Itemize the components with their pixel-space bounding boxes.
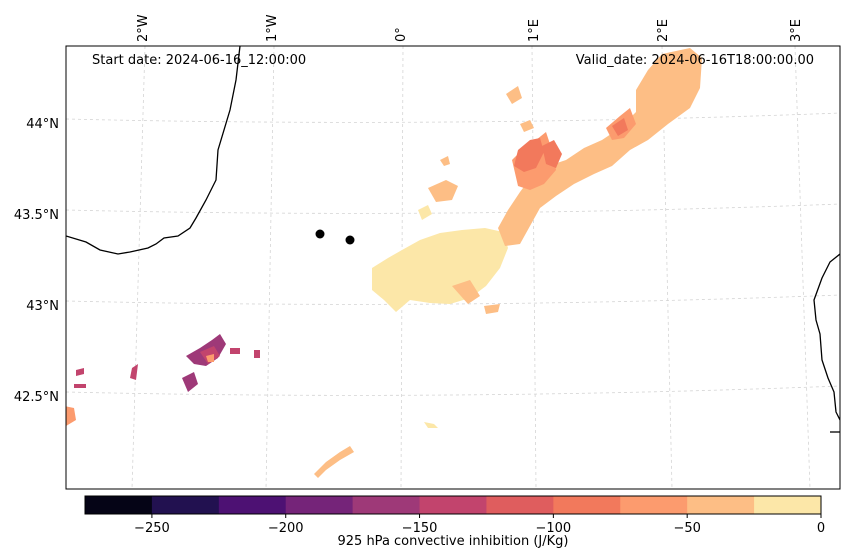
colorbar-segment (285, 496, 354, 514)
cin-area-0-25 (424, 422, 438, 428)
colorbar-tick-label: 0 (817, 521, 825, 536)
lon-label: 2°E (656, 19, 671, 42)
cin-area-125-150 (76, 368, 84, 376)
cin-area-25-50 (314, 446, 354, 478)
colorbar-segment (620, 496, 688, 514)
cin-area-75-100 (612, 118, 628, 136)
colorbar-tick-label: −100 (536, 521, 572, 536)
cin-area-125-150 (230, 348, 240, 354)
lon-label: 0° (394, 27, 409, 42)
lon-labels: 2°W 1°W 0° 1°E 2°E 3°E (136, 14, 804, 42)
colorbar-tick-label: −150 (402, 521, 438, 536)
cin-field (66, 48, 702, 478)
lat-labels: 44°N 43.5°N 43°N 42.5°N (14, 117, 59, 405)
cin-area-25-50 (452, 280, 480, 304)
lat-label: 42.5°N (14, 390, 59, 405)
colorbar-segment (553, 496, 621, 514)
lat-label: 43.5°N (14, 208, 59, 223)
colorbar: −250 −200 −150 −100 −50 0 (84, 495, 825, 536)
colorbar-segment (754, 496, 822, 514)
valid-date-label: Valid_date: 2024-06-16T18:00:00.00 (576, 53, 814, 68)
lon-label: 1°W (265, 14, 280, 42)
colorbar-border (84, 495, 822, 515)
cin-area-0-25 (418, 205, 432, 220)
lon-label: 1°E (527, 19, 542, 42)
colorbar-segment (486, 496, 554, 514)
cin-area-75-100 (542, 140, 562, 168)
lon-label: 3°E (789, 19, 804, 42)
station-marker (345, 235, 355, 245)
colorbar-segment (85, 496, 153, 514)
cin-area-25-50 (520, 120, 534, 132)
colorbar-segment (151, 496, 220, 514)
colorbar-tick-label: −50 (673, 521, 700, 536)
cin-area-125-150 (254, 350, 260, 358)
lon-label: 2°W (136, 14, 151, 42)
colorbar-label: 925 hPa convective inhibition (J/Kg) (338, 534, 569, 549)
cin-area-125-150 (130, 364, 138, 380)
cin-area-150-175 (182, 372, 198, 392)
colorbar-tick-label: −200 (268, 521, 304, 536)
colorbar-segment (419, 496, 487, 514)
colorbar-segment (687, 496, 755, 514)
colorbar-tick-label: −250 (134, 521, 170, 536)
cin-area-25-50 (428, 180, 458, 202)
colorbar-segment (218, 496, 287, 514)
cin-area-25-50 (484, 304, 500, 314)
station-marker (315, 229, 325, 239)
cin-area-50-75 (66, 406, 76, 426)
map-frame (65, 45, 841, 490)
cin-area-50-75 (206, 354, 214, 362)
cin-area-75-100 (514, 138, 544, 172)
lat-label: 43°N (26, 299, 59, 314)
cin-area-25-50 (498, 48, 702, 246)
start-date-label: Start date: 2024-06-16_12:00:00 (92, 53, 306, 68)
coastline (66, 46, 840, 433)
cin-area-125-150 (74, 384, 86, 388)
colorbar-segment (352, 496, 421, 514)
cin-area-25-50 (440, 156, 450, 166)
cin-area-25-50 (506, 86, 522, 104)
lat-label: 44°N (26, 117, 59, 132)
